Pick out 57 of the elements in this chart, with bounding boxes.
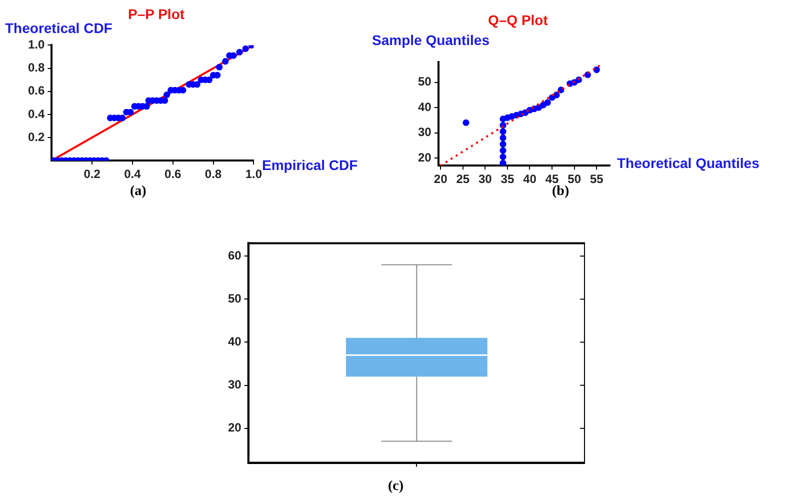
point (593, 66, 600, 74)
y-tick-label: 0.6 (28, 84, 45, 98)
y-tick-label: 20 (418, 150, 432, 164)
y-tick-label: 20 (228, 420, 242, 435)
x-tick-label: 0.8 (204, 167, 222, 182)
point (544, 99, 551, 106)
y-tick-label: 40 (228, 334, 242, 349)
text: (c) (388, 479, 404, 495)
point (180, 86, 186, 94)
point (500, 160, 506, 166)
point (500, 140, 506, 148)
x-tick-label: 0.6 (164, 167, 182, 182)
chart-title: P–P Plot (128, 6, 185, 22)
x-tick-label: 25 (456, 172, 470, 186)
point (584, 72, 592, 78)
x-tick-label: 20 (434, 172, 448, 186)
y-tick-label: 60 (228, 248, 242, 262)
y-tick-label: 50 (228, 291, 242, 306)
y-axis-title: Theoretical CDF (5, 20, 112, 36)
point (214, 72, 221, 79)
y-tick-label: 0.4 (28, 106, 45, 121)
text: (b) (552, 184, 570, 200)
x-tick-label: 50 (568, 172, 582, 186)
y-tick-label: 50 (418, 74, 432, 89)
point (236, 48, 243, 56)
point (216, 64, 223, 70)
point (500, 134, 506, 142)
point (500, 147, 506, 154)
x-tick-label: 45 (545, 172, 560, 186)
x-axis-title: Empirical CDF (262, 157, 358, 173)
point (119, 114, 126, 122)
point (222, 58, 229, 65)
point (127, 108, 134, 116)
y-tick-label: 30 (228, 378, 242, 392)
x-tick-label: 40 (523, 172, 537, 186)
x-tick-label: 55 (590, 172, 604, 186)
chart-title: Q–Q Plot (488, 12, 548, 28)
y-tick-label: 1.0 (28, 38, 45, 52)
y-tick-label: 0.2 (28, 130, 45, 144)
y-tick-label: 40 (418, 100, 432, 114)
text: (a) (130, 184, 146, 200)
point (462, 119, 470, 126)
x-axis-title: Theoretical Quantiles (617, 155, 760, 171)
y-axis-title: Sample Quantiles (372, 32, 490, 48)
x-tick-label: 1.0 (245, 167, 262, 182)
y-tick-label: 0.8 (28, 60, 45, 75)
x-tick-label: 0.4 (124, 167, 142, 182)
y-tick-label: 30 (418, 125, 432, 140)
x-tick-label: 30 (478, 172, 492, 186)
x-tick-label: 0.2 (84, 167, 101, 182)
point (553, 92, 560, 98)
point (500, 153, 506, 160)
point (230, 52, 237, 59)
point (242, 45, 249, 52)
x-tick-label: 35 (500, 172, 514, 186)
point (500, 128, 506, 135)
point (164, 92, 170, 98)
